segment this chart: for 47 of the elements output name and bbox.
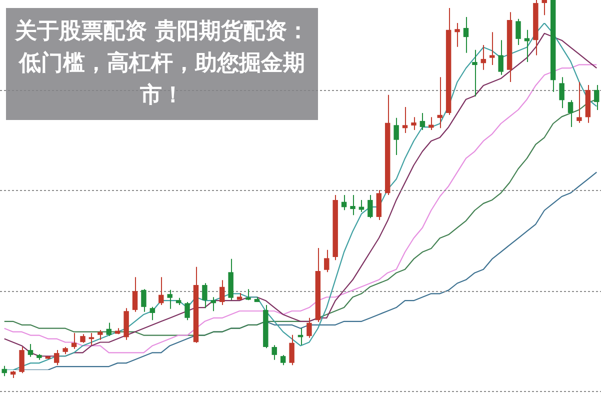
candlestick — [106, 322, 112, 337]
candlestick — [472, 49, 478, 97]
candlestick — [542, 0, 547, 16]
candlestick — [516, 18, 521, 46]
candlestick — [167, 289, 172, 310]
text: 关于股票配资 贵阳期货配资：低门槛，高杠杆，助您掘金期市！ — [14, 18, 310, 110]
candlestick — [19, 346, 24, 374]
candlestick — [272, 344, 277, 360]
candlestick — [368, 194, 373, 219]
candlestick — [559, 76, 564, 109]
candlestick — [402, 106, 408, 134]
candlestick — [437, 76, 442, 129]
candlestick — [98, 329, 103, 340]
candlestick — [54, 350, 60, 366]
candlestick — [280, 354, 286, 366]
candlestick — [463, 16, 469, 54]
candlestick — [324, 249, 330, 273]
candlestick — [202, 282, 208, 309]
candlestick — [158, 276, 164, 306]
candlestick — [88, 332, 94, 346]
candlestick — [184, 302, 190, 321]
candlestick — [490, 32, 495, 66]
candlestick — [141, 288, 146, 312]
candlestick — [28, 343, 34, 358]
candlestick — [350, 194, 356, 216]
candlestick — [289, 334, 294, 366]
candlestick — [420, 112, 426, 131]
candlestick — [394, 117, 399, 156]
candlestick — [71, 332, 77, 350]
candlestick — [306, 317, 312, 338]
candlestick — [411, 116, 416, 131]
candlestick — [576, 82, 582, 124]
candlestick — [2, 365, 7, 377]
candlestick — [132, 276, 138, 312]
candlestick — [150, 306, 156, 321]
candlestick — [498, 40, 504, 76]
candlestick — [210, 296, 216, 312]
candlestick — [428, 116, 434, 131]
candlestick — [524, 29, 530, 62]
candlestick — [341, 194, 347, 211]
candlestick — [480, 44, 486, 70]
candlestick — [594, 84, 600, 110]
candlestick — [454, 22, 460, 48]
candlestick — [376, 190, 382, 220]
candlestick — [568, 100, 574, 128]
candlestick — [219, 280, 225, 306]
candlestick — [358, 199, 364, 213]
